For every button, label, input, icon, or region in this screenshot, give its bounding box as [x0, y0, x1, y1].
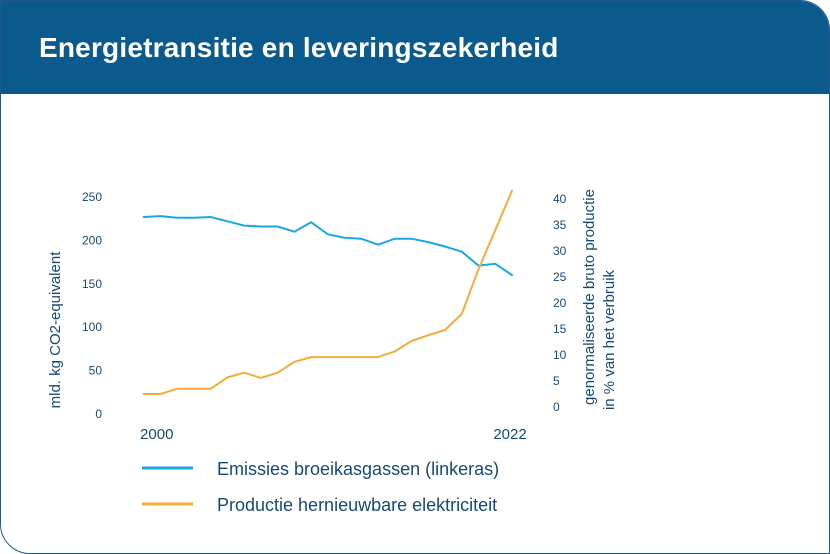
- right-tick-label: 20: [553, 296, 567, 310]
- right-tick-label: 5: [553, 374, 560, 388]
- right-tick-label: 10: [553, 348, 567, 362]
- legend-label-renewables: Productie hernieuwbare elektriciteit: [217, 495, 497, 515]
- legend: Emissies broeikasgassen (linkeras) Produ…: [142, 459, 499, 515]
- legend-label-emissions: Emissies broeikasgassen (linkeras): [217, 459, 499, 479]
- right-tick-label: 0: [553, 400, 560, 414]
- left-tick-label: 50: [89, 364, 103, 378]
- left-tick-label: 0: [95, 407, 102, 421]
- right-tick-label: 15: [553, 322, 567, 336]
- series-line-emissions: [142, 215, 513, 277]
- x-tick-label: 2022: [493, 426, 526, 443]
- right-tick-label: 40: [553, 192, 567, 206]
- left-tick-label: 250: [82, 190, 102, 204]
- series-line-renewables: [142, 189, 513, 395]
- page-title: Energietransitie en leveringszekerheid: [39, 32, 559, 63]
- left-axis-title: mld. kg CO2-equivalent: [47, 251, 64, 409]
- right-tick-label: 30: [553, 244, 567, 258]
- left-tick-label: 150: [82, 277, 102, 291]
- right-tick-label: 35: [553, 218, 567, 232]
- right-axis-title-line1: genormaliseerde bruto productie: [581, 189, 598, 405]
- right-tick-label: 25: [553, 270, 567, 284]
- left-tick-label: 100: [82, 320, 102, 334]
- right-axis-title-line2: in % van het verbruik: [601, 269, 618, 410]
- header-bar: Energietransitie en leveringszekerheid: [1, 1, 829, 94]
- x-tick-label: 2000: [140, 426, 173, 443]
- left-tick-label: 200: [82, 233, 102, 247]
